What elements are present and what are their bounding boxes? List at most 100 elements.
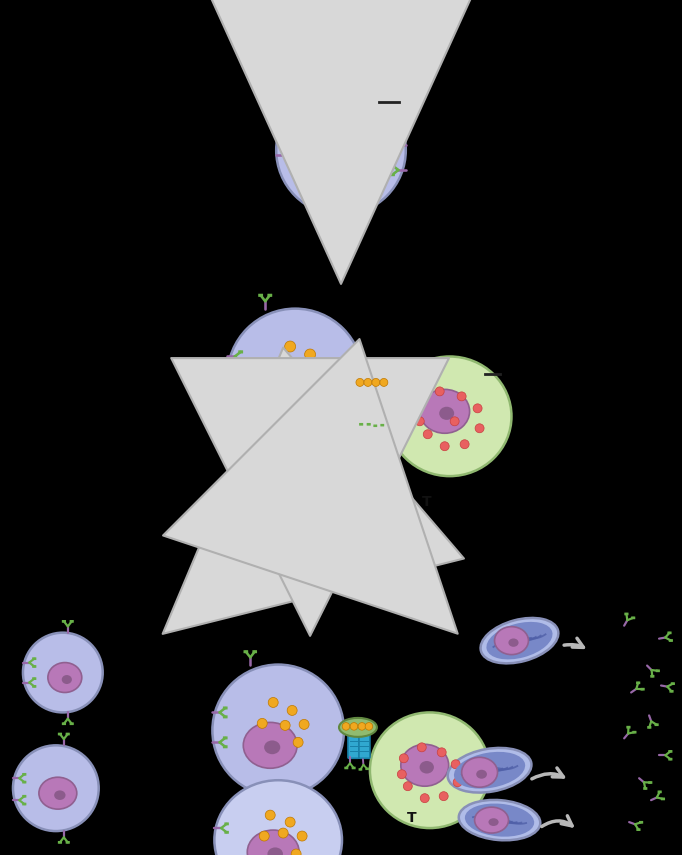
Ellipse shape	[353, 374, 393, 393]
Circle shape	[364, 137, 374, 148]
Circle shape	[316, 481, 327, 492]
FancyBboxPatch shape	[363, 391, 374, 415]
FancyBboxPatch shape	[661, 798, 665, 800]
Circle shape	[451, 760, 460, 769]
FancyBboxPatch shape	[639, 821, 643, 823]
FancyBboxPatch shape	[671, 682, 675, 685]
FancyBboxPatch shape	[381, 424, 384, 427]
FancyBboxPatch shape	[668, 750, 672, 752]
Circle shape	[473, 404, 482, 413]
Circle shape	[365, 32, 374, 41]
Circle shape	[453, 778, 462, 787]
FancyBboxPatch shape	[669, 640, 673, 642]
FancyBboxPatch shape	[390, 164, 395, 167]
Ellipse shape	[259, 368, 315, 416]
Ellipse shape	[419, 761, 434, 774]
FancyBboxPatch shape	[373, 425, 377, 427]
Circle shape	[435, 387, 444, 396]
Circle shape	[424, 430, 432, 439]
Circle shape	[357, 156, 368, 168]
FancyBboxPatch shape	[359, 768, 362, 770]
Circle shape	[305, 349, 316, 360]
FancyBboxPatch shape	[238, 359, 243, 363]
Circle shape	[282, 457, 293, 469]
Circle shape	[457, 392, 466, 401]
FancyBboxPatch shape	[366, 768, 369, 770]
FancyBboxPatch shape	[352, 767, 355, 770]
Circle shape	[271, 363, 282, 374]
FancyBboxPatch shape	[287, 149, 292, 152]
Circle shape	[403, 781, 413, 791]
FancyBboxPatch shape	[224, 831, 229, 834]
FancyBboxPatch shape	[32, 677, 36, 680]
Circle shape	[439, 792, 448, 800]
FancyArrowPatch shape	[542, 816, 572, 827]
Circle shape	[295, 478, 306, 488]
Circle shape	[331, 115, 342, 126]
FancyBboxPatch shape	[23, 773, 27, 775]
Ellipse shape	[264, 740, 280, 754]
FancyBboxPatch shape	[58, 733, 62, 735]
Ellipse shape	[62, 675, 72, 684]
Circle shape	[475, 424, 484, 433]
FancyBboxPatch shape	[650, 675, 655, 678]
Ellipse shape	[304, 145, 358, 191]
Ellipse shape	[476, 770, 487, 779]
FancyBboxPatch shape	[670, 690, 674, 693]
FancyBboxPatch shape	[367, 423, 371, 426]
Circle shape	[437, 748, 446, 757]
Ellipse shape	[325, 163, 341, 177]
FancyBboxPatch shape	[631, 616, 635, 619]
Circle shape	[318, 137, 329, 148]
FancyBboxPatch shape	[267, 294, 272, 297]
FancyBboxPatch shape	[668, 758, 672, 761]
FancyBboxPatch shape	[70, 722, 74, 725]
Text: T: T	[421, 495, 432, 509]
Ellipse shape	[263, 482, 318, 530]
Circle shape	[358, 722, 366, 730]
FancyBboxPatch shape	[58, 841, 62, 844]
Circle shape	[259, 831, 269, 841]
FancyBboxPatch shape	[32, 657, 36, 660]
FancyBboxPatch shape	[359, 734, 370, 758]
Circle shape	[356, 379, 364, 386]
Ellipse shape	[447, 748, 531, 793]
FancyBboxPatch shape	[307, 570, 312, 573]
FancyBboxPatch shape	[287, 119, 292, 122]
Circle shape	[284, 341, 295, 352]
Circle shape	[310, 27, 319, 36]
FancyBboxPatch shape	[23, 781, 27, 783]
Circle shape	[415, 416, 424, 426]
Ellipse shape	[48, 663, 82, 693]
FancyBboxPatch shape	[287, 158, 292, 162]
Circle shape	[417, 397, 426, 406]
FancyBboxPatch shape	[390, 148, 395, 151]
Ellipse shape	[388, 357, 512, 476]
FancyBboxPatch shape	[273, 570, 278, 573]
Ellipse shape	[39, 777, 77, 809]
Circle shape	[380, 379, 388, 386]
Ellipse shape	[248, 830, 299, 855]
Circle shape	[365, 722, 372, 730]
FancyBboxPatch shape	[668, 632, 672, 634]
Circle shape	[354, 31, 363, 40]
FancyBboxPatch shape	[643, 787, 647, 790]
Ellipse shape	[494, 627, 529, 655]
Circle shape	[301, 466, 312, 476]
FancyBboxPatch shape	[287, 128, 292, 132]
FancyBboxPatch shape	[258, 294, 263, 297]
Circle shape	[400, 754, 409, 763]
Ellipse shape	[243, 722, 297, 769]
FancyBboxPatch shape	[65, 733, 70, 735]
FancyBboxPatch shape	[238, 509, 243, 512]
FancyBboxPatch shape	[32, 665, 36, 668]
Circle shape	[297, 366, 308, 377]
FancyBboxPatch shape	[23, 795, 27, 798]
Ellipse shape	[214, 781, 342, 855]
FancyBboxPatch shape	[62, 722, 66, 725]
Circle shape	[288, 26, 297, 34]
Circle shape	[318, 363, 329, 374]
FancyBboxPatch shape	[626, 726, 631, 728]
Ellipse shape	[284, 501, 301, 516]
FancyBboxPatch shape	[62, 620, 66, 622]
